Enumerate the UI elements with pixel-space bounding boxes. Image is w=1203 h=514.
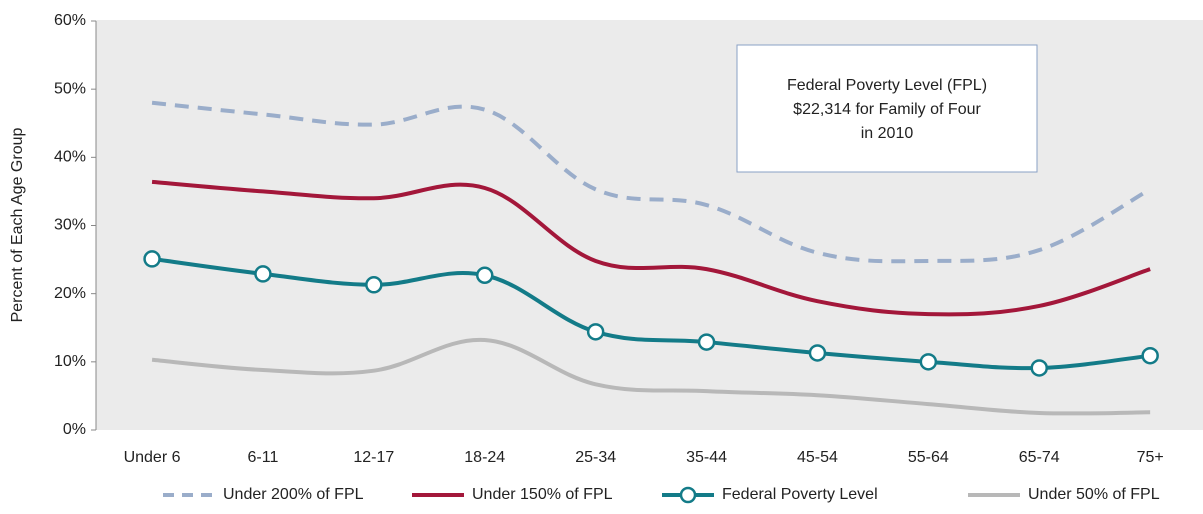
y-tick-label: 50% xyxy=(54,80,86,97)
y-axis-label: Percent of Each Age Group xyxy=(9,128,26,323)
legend-label: Under 200% of FPL xyxy=(223,486,364,503)
y-tick-label: 30% xyxy=(54,217,86,234)
x-tick-label: 75+ xyxy=(1137,449,1164,466)
marker xyxy=(1030,359,1048,377)
series-line xyxy=(151,179,1151,317)
y-tick-label: 40% xyxy=(54,149,86,166)
annotation-text: Federal Poverty Level (FPL) xyxy=(787,77,987,94)
series-line xyxy=(151,256,1151,371)
legend-label: Under 150% of FPL xyxy=(472,486,613,503)
x-tick-label: 35-44 xyxy=(686,449,727,466)
marker xyxy=(808,344,827,362)
x-tick-label: 6-11 xyxy=(248,449,279,466)
x-tick-label: 45-54 xyxy=(797,449,838,466)
y-tick-label: 10% xyxy=(54,353,86,370)
x-tick-label: 12-17 xyxy=(353,449,394,466)
x-tick-label: 65-74 xyxy=(1019,449,1060,466)
x-tick-label: Under 6 xyxy=(124,449,181,466)
marker xyxy=(365,276,383,294)
y-tick-label: 0% xyxy=(63,421,86,438)
legend-label: Federal Poverty Level xyxy=(722,486,878,503)
legend-label: Under 50% of FPL xyxy=(1028,486,1160,503)
legend-marker xyxy=(679,486,697,504)
marker xyxy=(254,265,272,283)
x-tick-label: 18-24 xyxy=(464,449,505,466)
series-line xyxy=(151,100,1152,264)
marker xyxy=(476,266,494,285)
annotation-box xyxy=(736,44,1038,173)
marker xyxy=(919,353,938,371)
y-tick-label: 60% xyxy=(54,12,86,29)
marker xyxy=(586,323,605,341)
series-line xyxy=(151,338,1151,416)
marker xyxy=(143,250,161,268)
annotation-text: in 2010 xyxy=(861,125,914,142)
marker xyxy=(1141,346,1159,365)
y-tick-label: 20% xyxy=(54,285,86,302)
x-tick-label: 25-34 xyxy=(575,449,616,466)
x-tick-label: 55-64 xyxy=(908,449,949,466)
annotation-text: $22,314 for Family of Four xyxy=(793,101,981,118)
marker xyxy=(697,333,716,351)
